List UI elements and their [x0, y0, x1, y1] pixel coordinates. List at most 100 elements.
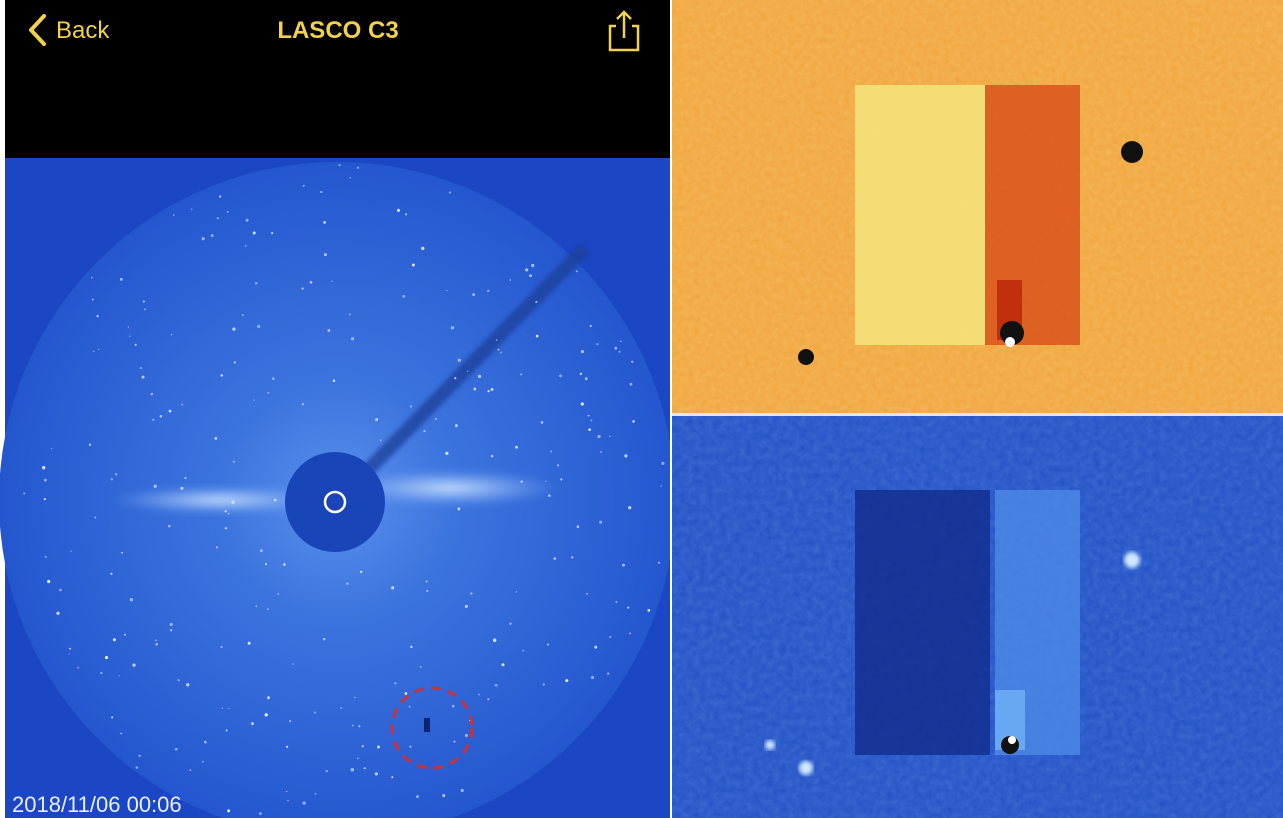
star: [267, 696, 270, 700]
star: [576, 525, 580, 528]
star: [350, 768, 354, 772]
object-bright: [855, 85, 985, 345]
star: [442, 793, 446, 798]
star: [114, 473, 118, 476]
star: [487, 289, 490, 293]
star: [169, 622, 173, 626]
star: [244, 245, 247, 247]
star: [169, 628, 173, 632]
star: [170, 333, 173, 336]
star: [624, 454, 628, 458]
star: [457, 507, 461, 511]
star: [119, 278, 123, 281]
back-label[interactable]: Back: [56, 17, 110, 44]
star: [218, 195, 222, 198]
star: [264, 713, 268, 717]
star: [522, 649, 524, 652]
star: [469, 719, 471, 722]
star: [214, 437, 218, 440]
star: [202, 761, 204, 763]
star: [98, 348, 100, 350]
star: [584, 377, 588, 381]
star: [590, 675, 595, 680]
star: [426, 590, 429, 592]
back-chevron[interactable]: [29, 14, 46, 46]
star: [607, 672, 610, 675]
star: [550, 450, 553, 453]
star: [618, 350, 621, 353]
star: [181, 403, 184, 406]
star: [453, 740, 456, 743]
star: [540, 421, 544, 424]
star: [501, 663, 505, 667]
star: [228, 707, 230, 710]
star: [23, 492, 26, 495]
star: [361, 745, 364, 748]
star: [140, 367, 143, 370]
star: [542, 683, 545, 686]
star: [535, 334, 539, 338]
star: [332, 379, 336, 382]
star: [302, 801, 306, 805]
star: [110, 572, 113, 575]
star: [96, 314, 99, 318]
star: [497, 348, 500, 351]
star: [134, 343, 137, 346]
star: [118, 675, 120, 677]
star: [408, 706, 411, 708]
star: [421, 246, 425, 251]
star: [565, 679, 569, 683]
star: [589, 325, 592, 327]
star: [500, 351, 503, 354]
star: [661, 461, 665, 466]
star: [331, 280, 333, 282]
share-box[interactable]: [608, 24, 640, 52]
star: [628, 506, 632, 510]
star: [283, 563, 286, 566]
share-arrow[interactable]: [616, 10, 632, 38]
star: [473, 388, 477, 391]
star: [629, 632, 631, 635]
star: [129, 335, 131, 337]
star: [153, 484, 157, 488]
star: [264, 563, 267, 566]
star: [391, 776, 394, 779]
star: [509, 279, 512, 281]
star: [189, 769, 192, 772]
divider: [670, 0, 672, 818]
coronagraph-image: [0, 162, 675, 818]
object-dark: [855, 490, 990, 755]
star: [579, 372, 583, 376]
star: [323, 253, 327, 257]
share-button[interactable]: [608, 10, 640, 52]
star: [600, 451, 602, 453]
back-button[interactable]: Back: [29, 14, 110, 46]
star: [374, 772, 378, 776]
star: [535, 300, 538, 304]
star: [92, 350, 95, 353]
star: [571, 556, 574, 559]
star: [548, 494, 551, 497]
star: [410, 645, 413, 649]
star: [597, 434, 601, 439]
star: [356, 166, 359, 169]
star: [91, 276, 93, 279]
star: [322, 637, 326, 641]
star: [580, 402, 584, 406]
star: [224, 510, 227, 513]
nav-title: LASCO C3: [277, 17, 398, 44]
star: [110, 478, 113, 481]
star: [487, 698, 490, 701]
star: [450, 326, 455, 330]
star: [580, 350, 584, 354]
star: [346, 582, 349, 585]
star: [129, 598, 134, 602]
star: [590, 419, 593, 422]
star: [487, 390, 490, 393]
star: [359, 570, 363, 574]
star: [168, 409, 172, 413]
dot-core: [1005, 337, 1015, 347]
star: [227, 809, 231, 813]
star: [419, 666, 422, 668]
star: [121, 551, 123, 554]
